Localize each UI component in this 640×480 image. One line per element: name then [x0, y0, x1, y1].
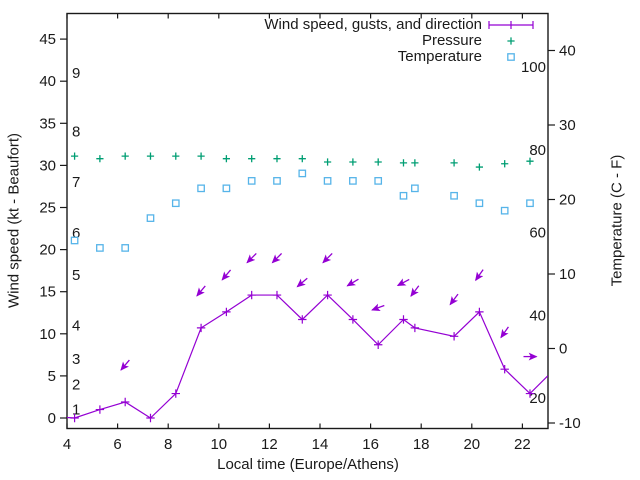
temperature-point	[273, 177, 281, 185]
x-tick-label: 6	[113, 436, 121, 453]
wind-legend-marker	[488, 21, 534, 29]
wind-points	[70, 290, 535, 423]
legend-label-temperature: Temperature	[397, 48, 482, 65]
legend-label-wind: Wind speed, gusts, and direction	[264, 16, 482, 33]
x-tick-label: 16	[362, 436, 379, 453]
temperature-point	[96, 244, 104, 252]
wind-direction-arrow	[322, 253, 333, 264]
temperature-point	[374, 177, 383, 185]
celsius-tick-label: 10	[559, 266, 576, 283]
wind-direction-arrow	[296, 277, 308, 288]
plot-frame	[66, 12, 549, 430]
right-axis-ticks: -10 0 10 20 30 40	[548, 43, 581, 432]
x-tick-label: 22	[514, 436, 531, 453]
celsius-tick-label: -10	[559, 415, 581, 432]
kt-tick-label: 15	[39, 284, 56, 301]
kt-tick-label: 35	[39, 115, 56, 132]
beaufort-label: 6	[72, 225, 80, 242]
temperature-point	[70, 236, 79, 245]
wind-direction-arrow	[396, 278, 410, 287]
beaufort-label: 4	[72, 317, 80, 334]
wind-direction-arrow	[410, 285, 420, 297]
temperature-point	[411, 184, 419, 193]
pressure-legend-marker	[507, 37, 515, 45]
celsius-tick-label: 0	[559, 341, 567, 358]
temperature-point	[247, 177, 256, 185]
fahrenheit-label: 60	[529, 225, 546, 242]
temperature-point	[121, 244, 130, 252]
temperature-point	[349, 177, 357, 185]
x-tick-label: 8	[164, 436, 172, 453]
right-axis-title: Temperature (C - F)	[608, 154, 626, 287]
x-tick-label: 10	[210, 436, 227, 453]
temperature-point	[146, 214, 155, 222]
temperature-point	[323, 177, 332, 185]
x-tick-label: 20	[463, 436, 480, 453]
temperature-point	[197, 184, 205, 193]
wind-line	[66, 294, 549, 419]
left-axis-ticks: 0 5 10 15 20 25 30 35 40 45	[39, 31, 67, 427]
kt-tick-label: 30	[39, 157, 56, 174]
x-tick-label: 18	[413, 436, 430, 453]
wind-direction-arrow	[246, 253, 257, 264]
legend-markers	[488, 21, 534, 61]
legend-label-pressure: Pressure	[421, 32, 482, 49]
wind-direction-arrow	[346, 278, 359, 287]
kt-tick-label: 25	[39, 200, 56, 217]
x-tick-label: 14	[312, 436, 329, 453]
wind-direction-arrow	[120, 359, 130, 371]
x-axis-ticks: 4 6 8 10 12 14 16 18 20 22	[63, 13, 531, 453]
wind-direction-arrow	[221, 269, 232, 281]
kt-tick-label: 10	[39, 326, 56, 343]
temperature-point	[475, 199, 484, 208]
temperature-point	[450, 191, 458, 200]
x-axis-title: Local time (Europe/Athens)	[217, 456, 399, 473]
celsius-tick-label: 30	[559, 117, 576, 134]
fahrenheit-label: 20	[529, 390, 546, 407]
wind-series	[66, 290, 549, 423]
temperature-legend-marker	[507, 53, 515, 61]
temperature-point	[298, 169, 307, 178]
x-tick-label: 12	[261, 436, 278, 453]
kt-tick-label: 0	[48, 410, 56, 427]
beaufort-label: 5	[72, 267, 80, 284]
left-axis-title: Wind speed (kt - Beaufort)	[5, 132, 23, 309]
celsius-tick-label: 20	[559, 192, 576, 209]
kt-tick-label: 20	[39, 242, 56, 259]
fahrenheit-label: 40	[529, 307, 546, 324]
beaufort-labels: 1 2 3 4 5 6 7 8 9	[72, 65, 80, 419]
celsius-tick-label: 40	[559, 43, 576, 60]
temperature-point	[171, 199, 180, 208]
temperature-series	[70, 169, 534, 252]
wind-direction-arrow	[500, 326, 509, 339]
fahrenheit-labels: 100 80 60 40 20	[521, 59, 546, 407]
wind-direction-arrow	[196, 285, 206, 297]
wind-direction-arrow	[475, 269, 484, 282]
wind-direction-arrow	[449, 293, 459, 306]
fahrenheit-label: 80	[529, 142, 546, 159]
pressure-series	[70, 152, 534, 171]
wind-direction-arrow	[271, 253, 283, 264]
wind-direction-arrow	[371, 303, 385, 311]
fahrenheit-label: 100	[521, 59, 546, 76]
beaufort-label: 8	[72, 124, 80, 141]
kt-tick-label: 40	[39, 73, 56, 90]
temperature-point	[222, 184, 231, 193]
beaufort-label: 3	[72, 351, 80, 368]
kt-tick-label: 45	[39, 31, 56, 48]
temperature-point	[526, 199, 534, 208]
pressure-points	[70, 152, 534, 171]
x-tick-label: 4	[63, 436, 71, 453]
beaufort-label: 2	[72, 376, 80, 393]
kt-tick-label: 5	[48, 368, 56, 385]
beaufort-label: 7	[72, 174, 80, 191]
beaufort-label: 1	[72, 402, 80, 419]
wind-direction-arrows	[120, 253, 538, 371]
temperature-point	[399, 191, 408, 200]
beaufort-label: 9	[72, 65, 80, 82]
temperature-point	[500, 206, 509, 215]
